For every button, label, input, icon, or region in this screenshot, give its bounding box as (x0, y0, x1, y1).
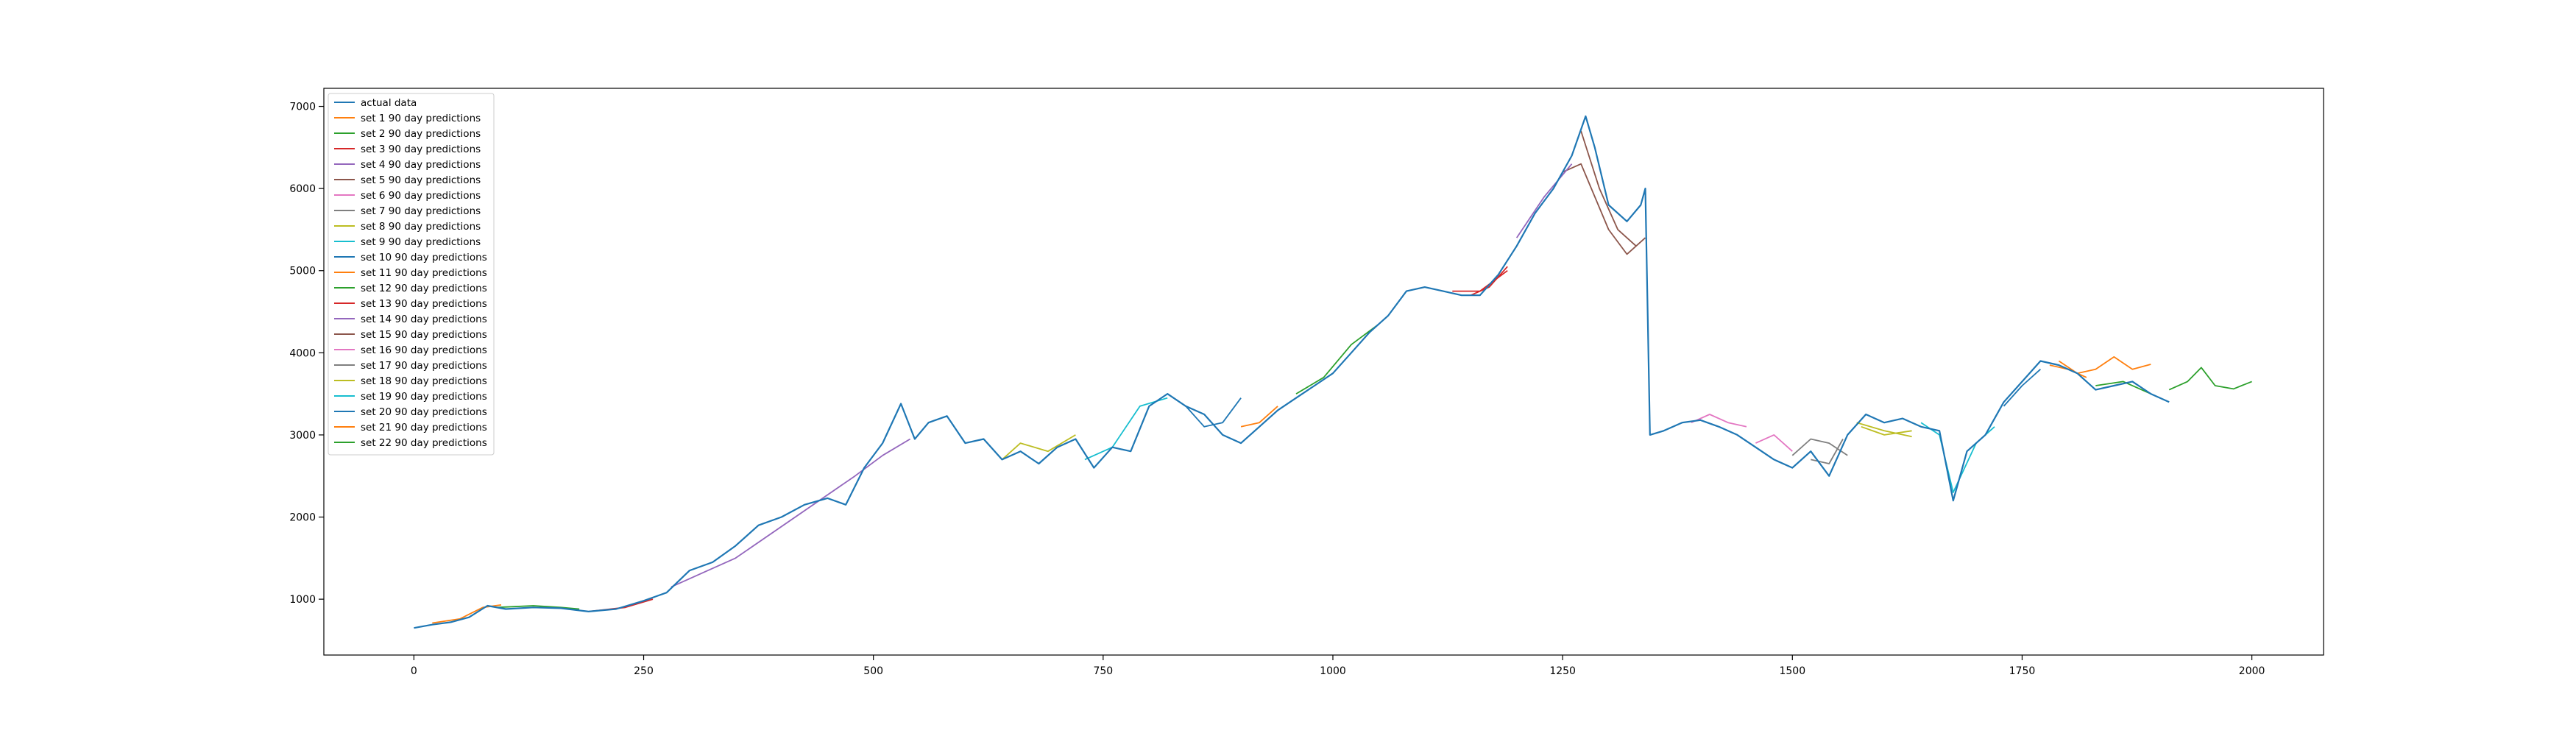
legend-entry: actual data (361, 97, 417, 109)
legend-entry: set 14 90 day predictions (361, 314, 487, 325)
y-tick-label: 3000 (289, 430, 316, 442)
x-tick-label: 250 (634, 665, 654, 677)
legend-entry: set 3 90 day predictions (361, 144, 481, 155)
y-tick-label: 4000 (289, 347, 316, 359)
y-tick-label: 6000 (289, 183, 316, 195)
series-line-16 (1755, 434, 1793, 452)
series-line-11 (1240, 406, 1278, 428)
series-line-0 (414, 115, 2170, 629)
y-tick-label: 1000 (289, 594, 316, 606)
series-line-4 (670, 438, 911, 588)
x-tick-label: 500 (863, 665, 883, 677)
series-line-7 (1791, 438, 1848, 456)
legend-entry: set 8 90 day predictions (361, 221, 481, 233)
y-tick-label: 7000 (289, 102, 316, 113)
legend-entry: set 12 90 day predictions (361, 283, 487, 294)
legend-entry: set 1 90 day predictions (361, 113, 481, 124)
y-axis: 1000 2000 3000 4000 5000 6000 7000 (289, 102, 324, 606)
legend-entry: set 5 90 day predictions (361, 174, 481, 186)
y-tick-label: 5000 (289, 266, 316, 277)
legend-entry: set 7 90 day predictions (361, 205, 481, 217)
x-tick-label: 2000 (2239, 665, 2265, 677)
series-line-14 (1515, 163, 1573, 238)
series-layer (414, 115, 2252, 629)
plot-area (324, 88, 2324, 655)
legend-entry: set 15 90 day predictions (361, 329, 487, 341)
x-tick-label: 0 (411, 665, 417, 677)
legend-entry: set 16 90 day predictions (361, 344, 487, 356)
legend-entry: set 6 90 day predictions (361, 190, 481, 202)
legend-box (328, 93, 495, 456)
x-tick-label: 1500 (1779, 665, 1805, 677)
x-axis: 0 250 500 750 1000 1250 1500 1750 2000 (411, 655, 2265, 677)
series-line-5 (1562, 163, 1646, 255)
legend-entry: set 19 90 day predictions (361, 391, 487, 403)
series-line-6 (1691, 414, 1747, 428)
series-line-8 (1001, 422, 1912, 461)
series-line-18 (1861, 425, 1912, 436)
legend-entry: set 10 90 day predictions (361, 252, 487, 263)
x-tick-label: 1250 (1549, 665, 1576, 677)
x-tick-label: 1750 (2009, 665, 2036, 677)
legend: actual data set 1 90 day predictions set 2… (328, 93, 495, 456)
series-line-15 (1580, 130, 1637, 247)
series-line-20 (2003, 369, 2042, 407)
x-tick-label: 750 (1093, 665, 1113, 677)
series-line-9 (1084, 397, 1168, 461)
series-line-13 (1470, 266, 1508, 297)
legend-entry: set 9 90 day predictions (361, 236, 481, 248)
legend-entry: set 21 90 day predictions (361, 422, 487, 434)
legend-entry: set 17 90 day predictions (361, 360, 487, 372)
legend-entry: set 13 90 day predictions (361, 298, 487, 310)
series-line-22 (2095, 381, 2151, 394)
legend-entry: set 2 90 day predictions (361, 128, 481, 140)
plot-frame (323, 88, 2324, 656)
legend-entry: set 20 90 day predictions (361, 406, 487, 418)
legend-entry: set 22 90 day predictions (361, 437, 487, 449)
legend-entry: set 18 90 day predictions (361, 375, 487, 387)
y-tick-label: 2000 (289, 512, 316, 524)
series-line-17 (1811, 439, 1844, 464)
series-line-2 (496, 367, 2252, 610)
legend-entry: set 11 90 day predictions (361, 267, 487, 279)
series-line-12 (1295, 323, 1379, 394)
x-tick-label: 1000 (1320, 665, 1346, 677)
legend-entry: set 4 90 day predictions (361, 159, 481, 171)
